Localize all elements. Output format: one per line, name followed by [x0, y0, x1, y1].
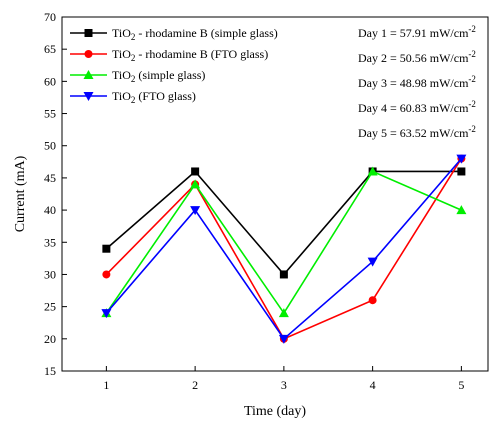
- irradiance-note: Day 1 = 57.91 mW/cm-2: [358, 24, 476, 40]
- data-point: [102, 270, 111, 279]
- legend-label: TiO2 - rhodamine B (FTO glass): [112, 47, 268, 63]
- x-tick-label: 4: [370, 378, 376, 392]
- legend: TiO2 - rhodamine B (simple glass) TiO2 - …: [70, 26, 278, 105]
- data-point: [367, 166, 378, 176]
- y-tick-label: 60: [44, 74, 56, 88]
- plot-frame: [61, 16, 489, 372]
- data-point: [457, 167, 466, 176]
- data-point: [279, 270, 288, 279]
- y-tick-label: 15: [44, 364, 56, 378]
- x-tick-label: 2: [192, 378, 198, 392]
- x-tick-label: 3: [281, 378, 287, 392]
- y-tick-label: 45: [44, 171, 56, 185]
- data-point: [456, 154, 467, 164]
- data-point: [190, 206, 201, 216]
- y-tick-label: 40: [44, 203, 56, 217]
- irradiance-note: Day 5 = 63.52 mW/cm-2: [358, 124, 476, 140]
- y-tick-label: 55: [44, 107, 56, 121]
- series-layer: [101, 154, 467, 344]
- data-point: [278, 308, 289, 318]
- data-point: [278, 334, 289, 344]
- y-tick-label: 30: [44, 267, 56, 281]
- legend-marker: [84, 50, 93, 58]
- data-point: [191, 167, 200, 176]
- irradiance-note: Day 4 = 60.83 mW/cm-2: [358, 99, 476, 115]
- legend-marker: [83, 70, 94, 79]
- legend-label: TiO2 - rhodamine B (simple glass): [112, 26, 278, 42]
- legend-marker: [84, 29, 93, 37]
- irradiance-note: Day 2 = 50.56 mW/cm-2: [358, 49, 476, 65]
- legend-label: TiO2 (simple glass): [112, 68, 205, 84]
- y-tick-label: 65: [44, 42, 56, 56]
- y-tick-label: 20: [44, 332, 56, 346]
- data-point: [368, 296, 377, 305]
- y-tick-label: 70: [44, 10, 56, 24]
- legend-marker: [83, 92, 94, 101]
- irradiance-notes: Day 1 = 57.91 mW/cm-2 Day 2 = 50.56 mW/cm…: [358, 24, 476, 140]
- irradiance-note: Day 3 = 48.98 mW/cm-2: [358, 74, 476, 90]
- x-axis-title: Time (day): [244, 404, 306, 419]
- data-point: [102, 244, 111, 253]
- y-axis-title: Current (mA): [13, 155, 28, 232]
- data-point: [367, 257, 378, 267]
- x-tick-label: 1: [103, 378, 109, 392]
- y-tick-label: 25: [44, 300, 56, 314]
- data-point: [190, 179, 201, 189]
- y-tick-label: 50: [44, 139, 56, 153]
- legend-label: TiO2 (FTO glass): [112, 89, 196, 105]
- y-tick-label: 35: [44, 235, 56, 249]
- data-point: [101, 309, 112, 319]
- data-point: [456, 205, 467, 215]
- x-tick-label: 5: [458, 378, 464, 392]
